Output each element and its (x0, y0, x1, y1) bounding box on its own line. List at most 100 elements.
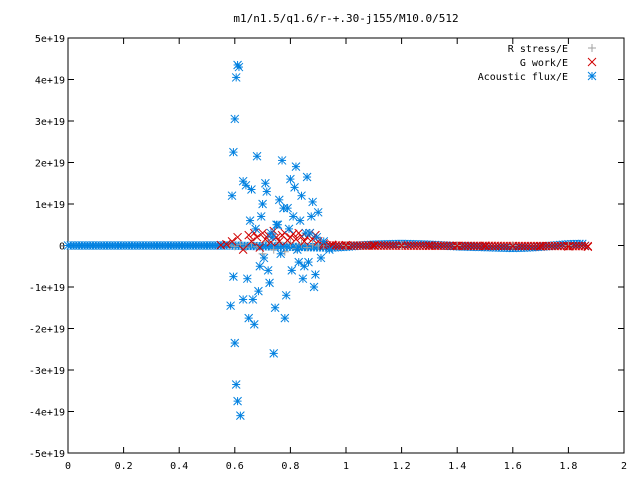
chart-title: m1/n1.5/q1.6/r-+.30-j155/M10.0/512 (233, 12, 458, 25)
g-work-point (247, 236, 256, 246)
acoustic-flux-point (261, 178, 270, 188)
acoustic-flux-point (238, 176, 248, 186)
g-work-point (369, 241, 379, 250)
y-tick-label: -3e+19 (29, 366, 65, 377)
g-work-point (258, 228, 267, 238)
acoustic-flux-point (287, 266, 297, 275)
legend-marker (587, 71, 597, 81)
g-work-point (291, 234, 301, 244)
r-stress-point (303, 243, 312, 252)
g-work-point (272, 232, 281, 242)
acoustic-flux-point (306, 212, 316, 221)
y-tick-label: -5e+19 (29, 449, 65, 460)
acoustic-flux-point (319, 236, 329, 246)
acoustic-flux-point (229, 272, 238, 281)
acoustic-flux-point (309, 282, 319, 292)
g-work-point (508, 241, 518, 251)
acoustic-flux-point (234, 62, 244, 72)
acoustic-flux-point (269, 349, 279, 358)
y-tick-label: -1e+19 (29, 283, 65, 294)
g-work-point (299, 236, 309, 246)
y-tick-label: 4e+19 (35, 76, 65, 87)
acoustic-flux-point (291, 162, 301, 172)
legend-marker (588, 44, 596, 52)
acoustic-flux-point (254, 286, 263, 296)
acoustic-flux-point (249, 319, 259, 329)
x-tick-label: 0 (65, 461, 71, 472)
g-work-point (425, 241, 434, 251)
y-tick-label: 1e+19 (35, 200, 65, 211)
acoustic-flux-point (279, 203, 288, 213)
x-tick-label: 2 (621, 461, 627, 472)
acoustic-flux-point (311, 270, 320, 279)
y-tick-label: 5e+19 (35, 34, 65, 45)
acoustic-flux-point (242, 274, 252, 284)
acoustic-flux-point (308, 197, 317, 207)
acoustic-flux-point (280, 313, 290, 323)
g-work-point (480, 241, 490, 251)
acoustic-flux-point (302, 172, 312, 182)
acoustic-flux-point (226, 301, 235, 311)
r-stress-point (225, 241, 234, 250)
g-work-point (227, 236, 237, 246)
acoustic-flux-point (298, 274, 308, 284)
acoustic-flux-point (301, 228, 311, 238)
acoustic-flux-point (229, 147, 238, 157)
x-tick-label: 0.4 (170, 461, 188, 472)
acoustic-flux-point (324, 245, 334, 255)
data-marks (63, 60, 593, 421)
legend-label: G work/E (520, 58, 568, 69)
y-tick-label: 3e+19 (35, 117, 65, 128)
acoustic-flux-point (276, 249, 286, 259)
acoustic-flux-point (231, 380, 241, 389)
acoustic-flux-point (295, 216, 305, 225)
x-tick-label: 1.4 (448, 461, 466, 472)
x-tick-label: 1 (343, 461, 349, 472)
acoustic-flux-point (238, 295, 248, 304)
acoustic-flux-point (304, 257, 313, 267)
acoustic-flux-point (312, 232, 322, 242)
acoustic-flux-point (316, 253, 326, 263)
x-tick-label: 0.8 (281, 461, 299, 472)
acoustic-flux-point (286, 174, 295, 184)
legend-label: Acoustic flux/E (478, 72, 568, 83)
r-stress-point (269, 245, 278, 254)
acoustic-flux-point (297, 191, 306, 201)
acoustic-flux-point (288, 212, 298, 221)
x-tick-label: 1.2 (393, 461, 411, 472)
y-tick-label: -2e+19 (29, 325, 65, 336)
g-work-point (255, 243, 265, 252)
g-work-point (341, 240, 351, 250)
g-work-point (244, 230, 254, 240)
r-stress-point (564, 241, 573, 250)
g-work-point (536, 241, 545, 251)
acoustic-flux-point (227, 191, 237, 201)
x-tick-label: 0.6 (226, 461, 244, 472)
acoustic-flux-point (230, 338, 240, 348)
acoustic-flux-point (245, 216, 255, 225)
g-work-point (233, 232, 242, 242)
x-tick-label: 1.8 (559, 461, 577, 472)
acoustic-flux-point (294, 257, 304, 267)
g-work-point (583, 242, 593, 252)
legend-label: R stress/E (508, 44, 568, 55)
r-stress-point (253, 242, 262, 251)
axes: 0 0.2 0.4 0.6 0.8 1 1.2 1.4 1.6 1.8 2 5e+19 4e+19 3e+… (29, 34, 627, 472)
g-work-point (274, 236, 284, 246)
y-tick-label: -4e+19 (29, 408, 65, 419)
acoustic-flux-point (265, 278, 274, 288)
g-work-point (222, 239, 231, 249)
acoustic-flux-point (263, 266, 273, 275)
legend: R stress/E G work/E Acoustic flux/E (478, 44, 597, 83)
acoustic-flux-point (236, 411, 245, 421)
acoustic-flux-point (230, 114, 240, 124)
acoustic-flux-point (251, 224, 261, 234)
acoustic-flux-point (270, 303, 280, 313)
acoustic-flux-point (259, 253, 269, 263)
acoustic-flux-point (292, 245, 302, 255)
g-work-point (452, 241, 462, 251)
acoustic-flux-point (231, 73, 241, 82)
acoustic-flux-point (281, 290, 291, 300)
acoustic-flux-point (267, 232, 277, 242)
